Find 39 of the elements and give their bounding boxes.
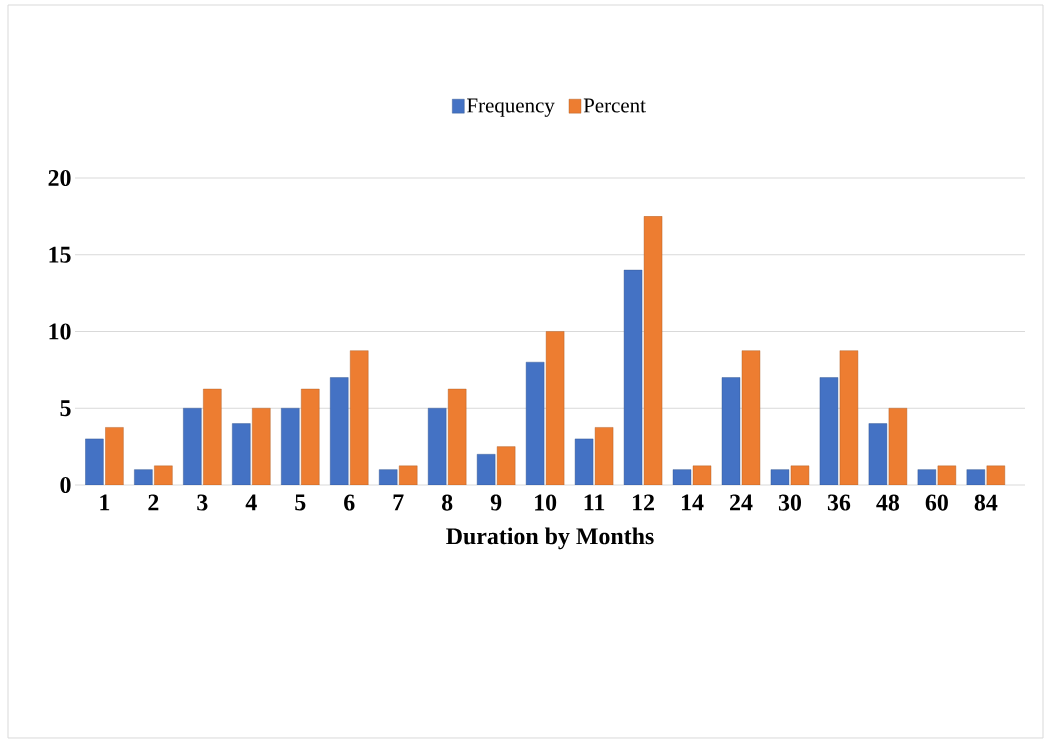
x-tick-label: 6 xyxy=(344,494,355,511)
bar xyxy=(203,388,222,485)
bar xyxy=(330,377,349,485)
bar xyxy=(350,350,369,485)
legend-label: Percent xyxy=(583,98,646,113)
bar xyxy=(252,408,271,485)
x-tick-label: 60 xyxy=(925,494,948,511)
bar xyxy=(232,423,251,485)
x-tick-label: 36 xyxy=(827,494,851,511)
x-tick-label: 12 xyxy=(633,494,654,511)
x-tick-label: 8 xyxy=(442,494,453,511)
x-tick-label: 7 xyxy=(393,494,404,511)
x-tick-label: 9 xyxy=(490,494,502,511)
bar xyxy=(281,408,300,485)
x-tick-label: 30 xyxy=(778,494,802,511)
x-axis-title: Duration by Months xyxy=(446,527,654,550)
y-tick-label: 0 xyxy=(60,476,71,494)
x-tick-label: 2 xyxy=(148,494,159,511)
bar xyxy=(301,388,320,485)
bar xyxy=(105,427,124,485)
x-tick-label: 14 xyxy=(681,494,704,511)
y-tick-label: 20 xyxy=(48,169,71,187)
x-tick-label: 3 xyxy=(197,494,208,511)
x-tick-label: 10 xyxy=(535,494,557,511)
x-tick-label: 5 xyxy=(295,494,306,511)
x-tick-label: 48 xyxy=(876,494,900,511)
x-tick-label: 1 xyxy=(100,494,110,511)
bar xyxy=(183,408,202,485)
y-tick-label: 15 xyxy=(49,246,71,263)
y-tick-label: 10 xyxy=(49,323,71,340)
x-tick-label: 24 xyxy=(730,494,753,511)
x-tick-label: 4 xyxy=(245,494,257,511)
x-tick-label: 11 xyxy=(584,494,605,511)
bar xyxy=(85,438,104,485)
bar xyxy=(427,408,447,485)
bar xyxy=(447,388,467,485)
x-tick-label: 84 xyxy=(974,494,998,511)
legend-label: Frequency xyxy=(467,98,555,117)
y-tick-label: 5 xyxy=(60,400,71,417)
